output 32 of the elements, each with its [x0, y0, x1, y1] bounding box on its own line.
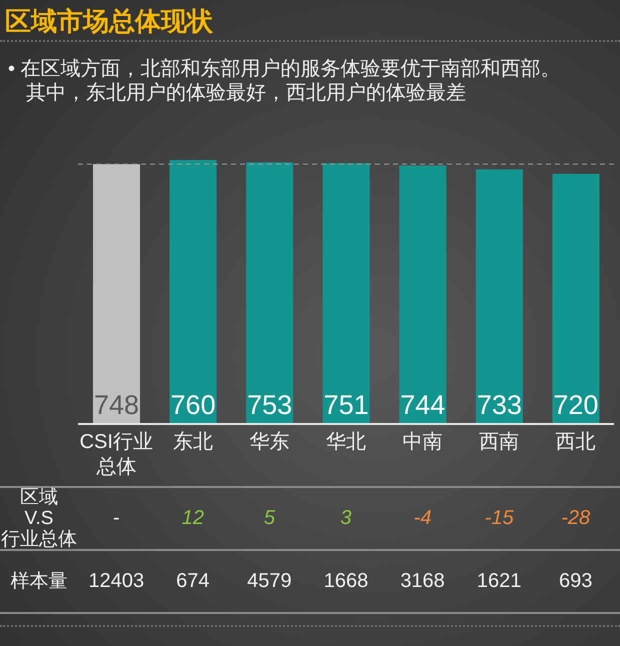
data-label: 760 [170, 390, 216, 420]
text: 3 [340, 507, 352, 530]
chart-title: 区域市场总体现状 [0, 0, 620, 42]
x-tick-label: 西南 [479, 431, 520, 453]
text: -4 [414, 507, 432, 530]
text: 693 [559, 570, 592, 593]
x-tick-label: 华北 [326, 431, 366, 453]
x-tick-label: CSI行业总体 [80, 431, 153, 478]
data-label: 751 [324, 390, 369, 420]
data-label: 733 [476, 390, 522, 420]
x-tick-label: 东北 [172, 431, 213, 453]
data-label: 753 [247, 390, 292, 420]
text: -15 [484, 507, 514, 530]
text: 5 [264, 507, 275, 530]
chart-subtitle: • 在区域方面，北部和东部用户的服务体验要优于南部和西部。其中，东北用户的体验最好，西北用户的体验最差 [8, 57, 562, 105]
data-label: 748 [94, 390, 140, 420]
text: - [112, 507, 120, 530]
data-label: 744 [400, 390, 446, 420]
text: 1668 [324, 570, 368, 593]
text: 1621 [476, 570, 522, 593]
text: 样本量 [10, 571, 68, 592]
x-tick-label: 西北 [556, 431, 596, 453]
text: 区域 V.S 行业总体 [1, 487, 77, 550]
text: 674 [176, 570, 210, 593]
text: 12403 [88, 570, 144, 593]
text: 4579 [247, 570, 292, 593]
x-tick-label: 华东 [249, 431, 290, 453]
text: 3168 [400, 570, 445, 593]
text: 12 [182, 507, 204, 530]
text: -28 [561, 507, 590, 530]
data-label: 720 [553, 390, 598, 420]
x-tick-label: 中南 [402, 431, 443, 453]
